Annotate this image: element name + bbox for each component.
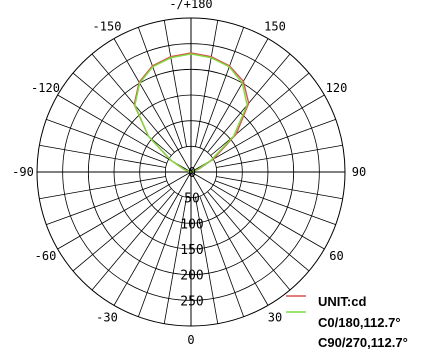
legend-label-c90: C90/270,112.7° — [318, 335, 408, 350]
grid-spoke — [199, 27, 245, 149]
grid-spoke — [210, 72, 310, 156]
grid-spoke — [57, 171, 192, 250]
unit-label: UNIT:cd — [318, 294, 366, 309]
grid-spoke — [190, 171, 325, 250]
legend: UNIT:cd C0/180,112.7° C90/270,112.7° — [286, 294, 408, 350]
chart-labels: -/+180 150 120 90 60 30 0 -30 -60 -90 -120 -150 0 50 1… — [12, 0, 366, 347]
radial-tick-label: 0 — [188, 166, 196, 181]
grid-spoke — [190, 171, 269, 306]
grid-spoke — [91, 191, 175, 291]
angle-label: 30 — [268, 310, 282, 324]
radial-tick-label: 50 — [184, 192, 200, 207]
legend-label-c0: C0/180,112.7° — [318, 315, 401, 330]
grid-spoke — [113, 171, 192, 306]
grid-spoke — [190, 38, 269, 173]
grid-spoke — [210, 188, 310, 272]
grid-spoke — [195, 197, 219, 324]
grid-spoke — [39, 144, 166, 168]
angle-label: -30 — [96, 310, 118, 324]
grid-spoke — [207, 191, 291, 291]
radial-tick-label: 200 — [180, 269, 203, 284]
grid-spoke — [199, 195, 245, 317]
grid-spoke — [163, 197, 187, 324]
angle-label: 0 — [187, 333, 194, 347]
angle-label: 60 — [329, 249, 343, 263]
grid-spoke — [46, 118, 168, 164]
grid-spoke — [137, 195, 183, 317]
grid-spoke — [72, 188, 172, 272]
grid-spoke — [72, 72, 172, 156]
grid-spoke — [163, 20, 187, 147]
grid-spoke — [214, 180, 336, 226]
grid-spoke — [216, 144, 343, 168]
radial-tick-label: 100 — [180, 217, 203, 232]
grid-spoke — [195, 20, 219, 147]
grid-spoke — [214, 118, 336, 164]
angle-label: -120 — [31, 81, 60, 95]
grid-spoke — [137, 27, 183, 149]
angle-label: 150 — [264, 20, 286, 34]
grid-spoke — [57, 94, 192, 173]
grid-spoke — [113, 38, 192, 173]
angle-label: -60 — [35, 249, 57, 263]
angle-label: -90 — [12, 165, 34, 179]
grid-spoke — [91, 53, 175, 153]
angle-label: -/+180 — [169, 0, 212, 11]
angle-label: -150 — [93, 20, 122, 34]
radial-tick-label: 150 — [180, 243, 203, 258]
radial-tick-label: 250 — [180, 294, 203, 309]
grid-spoke — [39, 176, 166, 200]
grid-spoke — [46, 180, 168, 226]
angle-label: 120 — [326, 81, 348, 95]
intensity-curves — [133, 52, 250, 173]
grid-spoke — [216, 176, 343, 200]
angle-label: 90 — [352, 165, 366, 179]
series-curve-1 — [134, 53, 248, 173]
